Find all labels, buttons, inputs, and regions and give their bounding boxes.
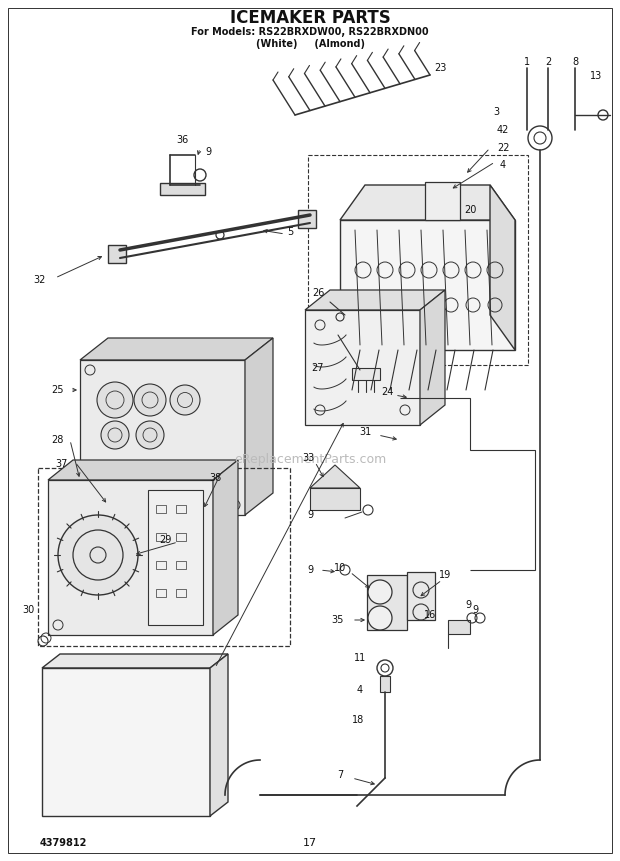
Bar [308,155,528,365]
Text: 24: 24 [381,387,393,397]
Circle shape [136,421,164,449]
Text: 13: 13 [590,71,602,81]
Text: 5: 5 [287,227,293,237]
Bar [352,368,380,380]
Text: 30: 30 [22,605,34,615]
Text: 8: 8 [572,57,578,67]
Bar [176,505,186,513]
Text: 26: 26 [312,288,324,298]
Bar [148,490,203,625]
Bar [367,575,407,630]
Text: 9: 9 [205,147,211,157]
Polygon shape [48,460,238,480]
Text: 9: 9 [465,600,471,610]
Text: 32: 32 [34,275,46,285]
Text: (White)     (Almond): (White) (Almond) [255,39,365,49]
Polygon shape [213,460,238,635]
Polygon shape [420,290,445,425]
Bar [340,220,515,350]
Circle shape [368,580,392,604]
Text: 33: 33 [302,453,314,463]
Bar [448,620,470,634]
Circle shape [97,382,133,418]
Polygon shape [80,338,273,360]
Text: 17: 17 [303,838,317,848]
Bar [38,468,290,646]
Text: 2: 2 [545,57,551,67]
Polygon shape [340,185,515,220]
Text: 20: 20 [464,205,476,215]
Text: 11: 11 [354,653,366,663]
Bar [156,589,166,597]
Bar [380,676,390,692]
Polygon shape [245,338,273,515]
Circle shape [101,421,129,449]
Text: 29: 29 [159,535,171,545]
Text: For Models: RS22BRXDW00, RS22BRXDN00: For Models: RS22BRXDW00, RS22BRXDN00 [191,27,429,37]
Bar [156,505,166,513]
Bar [176,589,186,597]
Bar [305,310,420,425]
Text: 31: 31 [359,427,371,437]
Text: 23: 23 [434,63,446,73]
Text: 10: 10 [334,563,346,573]
Text: 4: 4 [500,160,506,170]
Circle shape [134,384,166,416]
Text: eReplacementParts.com: eReplacementParts.com [234,454,386,467]
Polygon shape [210,654,228,816]
Text: 38: 38 [209,473,221,483]
Bar [156,533,166,541]
Bar [176,533,186,541]
Text: 1: 1 [524,57,530,67]
Bar [298,210,316,228]
Text: 27: 27 [312,363,324,373]
Text: 19: 19 [439,570,451,580]
Bar [176,561,186,569]
Circle shape [58,515,138,595]
Bar [108,245,126,263]
Text: 42: 42 [497,125,509,135]
Text: 22: 22 [497,143,509,153]
Polygon shape [490,185,515,350]
Text: 16: 16 [424,610,436,620]
Text: 35: 35 [332,615,344,625]
Polygon shape [305,290,445,310]
Circle shape [368,606,392,630]
Bar [407,572,435,620]
Bar [310,488,360,510]
Bar [80,360,245,515]
Text: 7: 7 [337,770,343,780]
Text: 4: 4 [357,685,363,695]
Circle shape [170,385,200,415]
Text: 18: 18 [352,715,364,725]
Text: 25: 25 [51,385,63,395]
Bar [48,480,213,635]
Text: 28: 28 [51,435,63,445]
Bar [160,183,205,195]
Text: 3: 3 [493,107,499,117]
Bar [156,561,166,569]
Text: 37: 37 [56,459,68,469]
Text: 9: 9 [307,510,313,520]
Text: 9: 9 [307,565,313,575]
Polygon shape [310,465,360,488]
Bar [42,668,210,816]
Text: 9: 9 [472,605,478,615]
Text: 36: 36 [176,135,188,145]
Text: ICEMAKER PARTS: ICEMAKER PARTS [229,9,391,27]
Bar [425,182,460,220]
Text: 4379812: 4379812 [40,838,87,848]
Polygon shape [42,654,228,668]
